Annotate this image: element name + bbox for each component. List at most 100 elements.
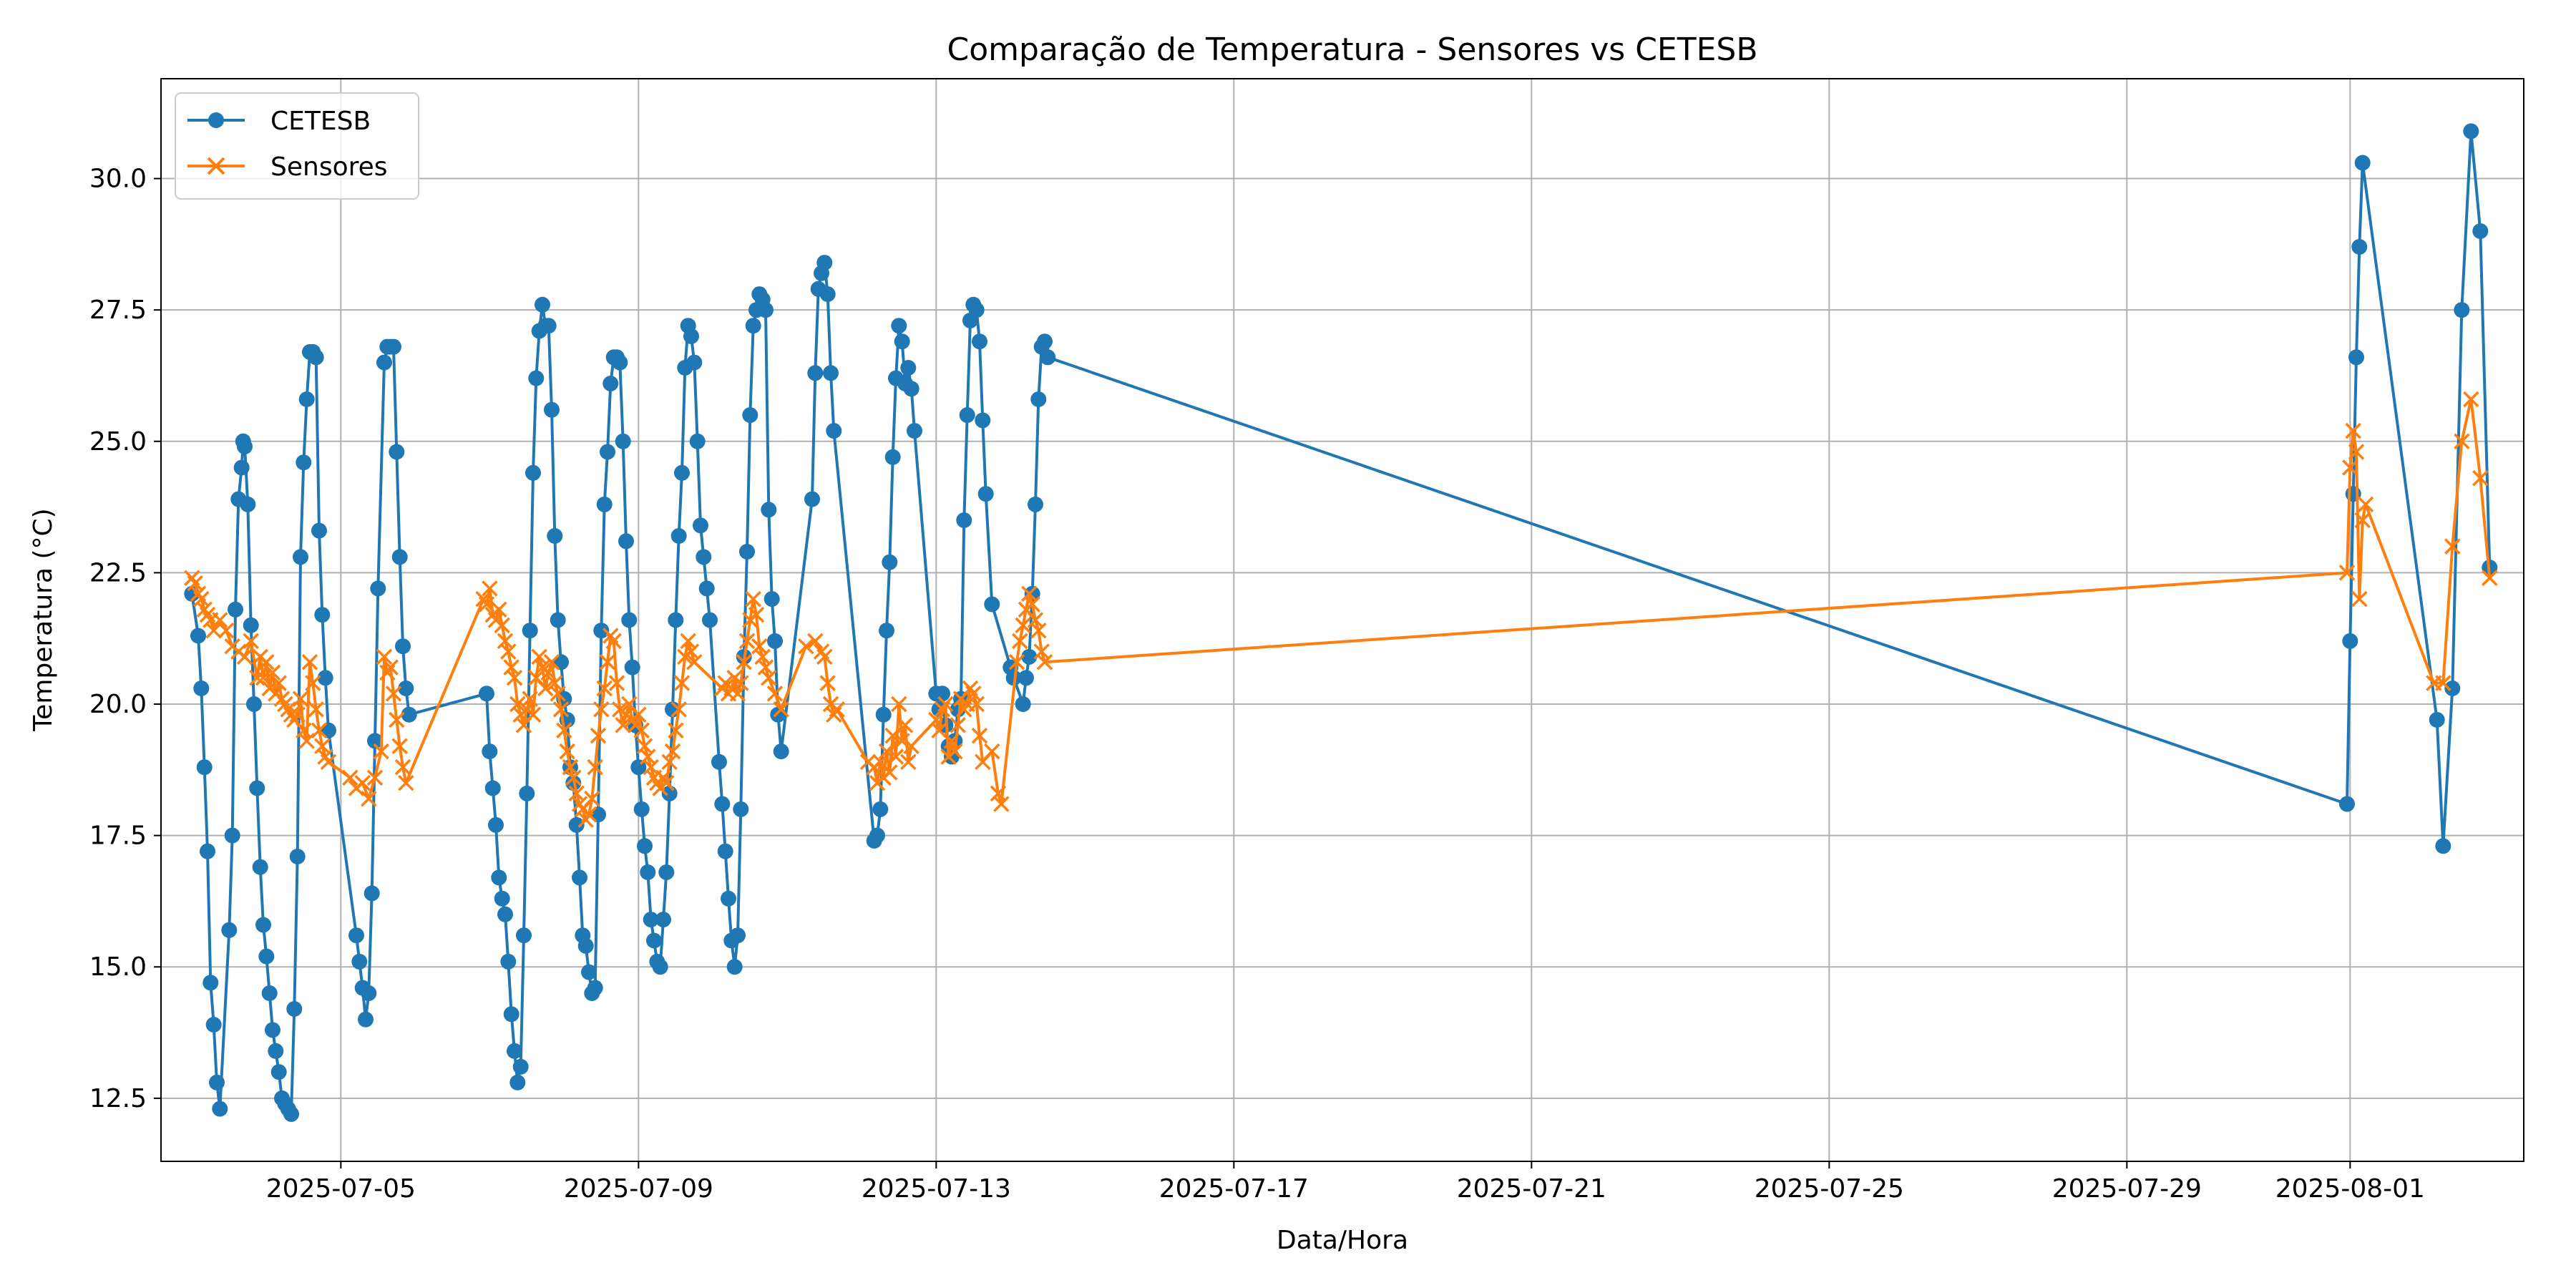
legend: CETESB Sensores (175, 92, 419, 200)
sensores-point (565, 769, 582, 786)
cetesb-point (770, 706, 786, 723)
cetesb-point (249, 780, 265, 796)
cetesb-point (237, 439, 253, 455)
sensores-point (630, 706, 647, 723)
cetesb-point (968, 302, 985, 318)
sensores-point (296, 722, 312, 738)
sensores-point (506, 670, 523, 686)
sensores-point (894, 733, 910, 749)
sensores-point (745, 590, 761, 608)
sensores-point (482, 580, 498, 597)
sensores-point (993, 796, 1010, 812)
cetesb-point (900, 360, 917, 376)
cetesb-point (689, 433, 706, 449)
cetesb-point (243, 617, 259, 633)
sensores-point (478, 596, 495, 613)
sensores-point (568, 785, 585, 802)
cetesb-point (298, 391, 315, 407)
cetesb-point (596, 496, 613, 512)
sensores-point (2338, 565, 2356, 581)
sensores-point (884, 727, 901, 744)
cetesb-point (869, 827, 885, 844)
cetesb-point (761, 502, 777, 518)
sensores-point (292, 691, 309, 707)
cetesb-point (261, 985, 278, 1001)
cetesb-point (228, 601, 243, 618)
y-tick-label: 30.0 (89, 165, 147, 194)
cetesb-point (540, 318, 557, 334)
legend-sensores-marker (207, 157, 225, 175)
cetesb-point (577, 937, 594, 954)
sensores-point (1008, 654, 1025, 670)
sensores-point (2342, 459, 2358, 476)
cetesb-point (367, 733, 383, 749)
sensores-point (385, 686, 402, 702)
cetesb-point (804, 491, 820, 507)
cetesb-point (525, 464, 541, 481)
sensores-point (2354, 512, 2371, 529)
cetesb-point (879, 623, 894, 639)
sensores-point (596, 680, 613, 697)
cetesb-point (314, 607, 331, 623)
cetesb-point (488, 816, 504, 833)
sensores-point (816, 648, 833, 665)
cetesb-point (2354, 155, 2371, 171)
sensores-point (584, 790, 600, 807)
cetesb-point (726, 959, 743, 975)
sensores-point (550, 686, 566, 702)
y-tick-label: 15.0 (89, 952, 147, 982)
cetesb-point (395, 638, 411, 655)
cetesb-point (193, 680, 210, 696)
cetesb-point (351, 953, 368, 970)
cetesb-point (702, 612, 718, 628)
cetesb-point (255, 917, 271, 933)
sensores-point (2444, 538, 2461, 555)
x-tick-label: 2025-07-29 (2052, 1174, 2202, 1204)
sensores-point (599, 654, 616, 670)
cetesb-point (658, 864, 675, 880)
cetesb-point (872, 801, 889, 817)
sensores-point (354, 774, 371, 791)
cetesb-point (773, 743, 789, 760)
sensores-point (212, 612, 228, 628)
sensores-point (943, 733, 960, 749)
x-tick-label: 2025-07-17 (1159, 1174, 1309, 1204)
sensores-point (673, 675, 691, 691)
sensores-point (590, 727, 607, 744)
cetesb-point (714, 796, 731, 812)
sensores-point (361, 790, 377, 807)
x-tick-label: 2025-07-25 (1755, 1174, 1904, 1204)
sensores-point (636, 738, 653, 755)
cetesb-point (816, 255, 833, 271)
cetesb-point (959, 407, 975, 424)
sensores-point (1012, 633, 1028, 650)
sensores-point (807, 633, 824, 650)
y-tick-label: 25.0 (89, 427, 147, 457)
sensores-point (968, 696, 985, 713)
sensores-point (503, 659, 519, 675)
grid (161, 79, 2524, 1161)
cetesb-point (196, 759, 213, 776)
cetesb-point (894, 333, 910, 350)
x-tick-label: 2025-08-01 (2275, 1174, 2425, 1204)
y-tick-label: 12.5 (89, 1084, 147, 1113)
series-layer (184, 123, 2498, 1122)
sensores-point (748, 606, 765, 623)
cetesb-point (819, 286, 836, 303)
axis-ticks: 2025-07-05 2025-07-09 2025-07-13 2025-07-17… (89, 165, 2425, 1204)
cetesb-point (763, 591, 780, 608)
cetesb-point (221, 922, 238, 938)
sensores-point (562, 758, 579, 776)
cetesb-point (190, 628, 206, 644)
cetesb-point (1030, 391, 1047, 407)
sensores-point (298, 733, 315, 749)
cetesb-point (491, 869, 507, 886)
cetesb-point (311, 522, 327, 539)
sensores-point (754, 648, 771, 665)
sensores-point (376, 648, 393, 665)
sensores-point (249, 670, 265, 686)
cetesb-point (348, 927, 364, 944)
sensores-point (2482, 570, 2498, 586)
sensores-point (258, 654, 275, 670)
cetesb-point (637, 838, 653, 854)
